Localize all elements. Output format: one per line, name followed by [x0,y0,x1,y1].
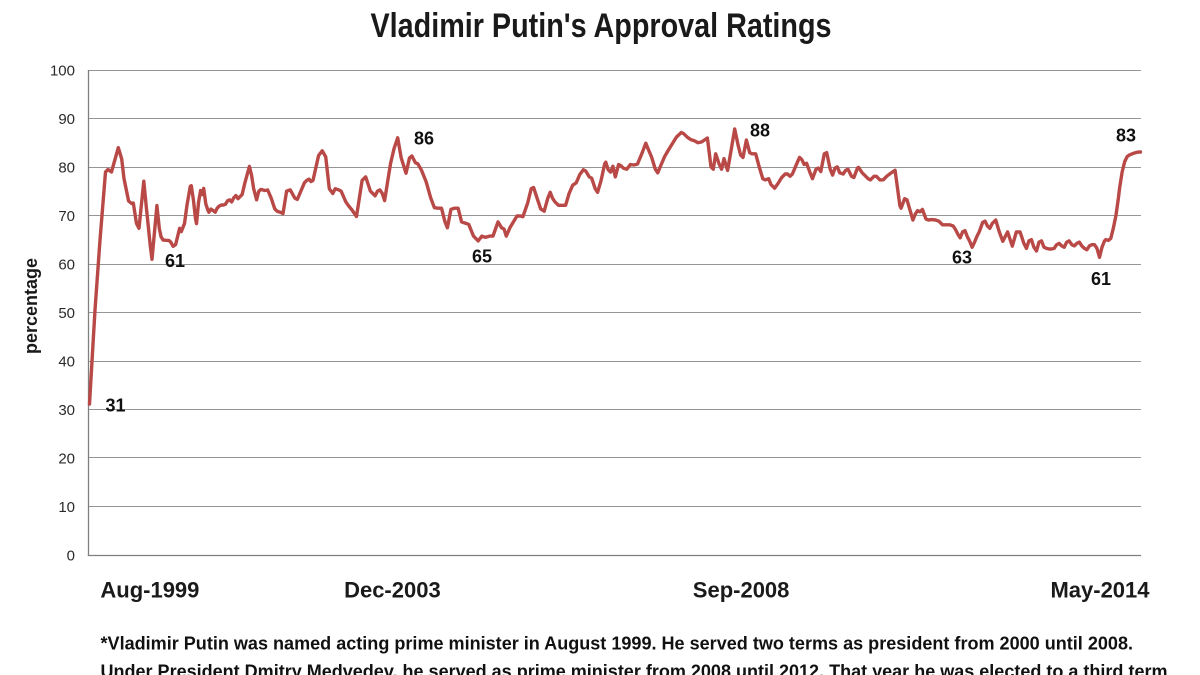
svg-text:60: 60 [58,256,75,273]
svg-text:30: 30 [58,402,75,419]
svg-text:10: 10 [58,499,75,516]
svg-text:Dec-2003: Dec-2003 [344,577,441,602]
svg-text:percentage: percentage [21,258,41,354]
svg-text:61: 61 [1091,269,1111,289]
svg-text:Aug-1999: Aug-1999 [100,577,199,602]
svg-text:63: 63 [952,247,972,267]
svg-text:Under President Dmitry Medvede: Under President Dmitry Medvedev, he serv… [101,662,1168,675]
svg-text:Vladimir Putin's Approval Rati: Vladimir Putin's Approval Ratings [371,7,832,45]
svg-text:Sep-2008: Sep-2008 [693,577,790,602]
svg-text:65: 65 [472,246,492,266]
svg-text:61: 61 [165,251,185,271]
svg-text:40: 40 [58,353,75,370]
svg-text:90: 90 [58,111,75,128]
svg-text:May-2014: May-2014 [1050,577,1150,602]
svg-text:31: 31 [105,395,125,415]
svg-text:88: 88 [750,120,770,140]
svg-text:86: 86 [414,128,434,148]
svg-text:0: 0 [67,547,75,564]
svg-text:20: 20 [58,450,75,467]
svg-text:100: 100 [50,62,75,79]
svg-text:83: 83 [1116,125,1136,145]
svg-text:50: 50 [58,305,75,322]
svg-text:*Vladimir Putin was named acti: *Vladimir Putin was named acting prime m… [101,634,1134,654]
svg-text:80: 80 [58,159,75,176]
svg-text:70: 70 [58,208,75,225]
